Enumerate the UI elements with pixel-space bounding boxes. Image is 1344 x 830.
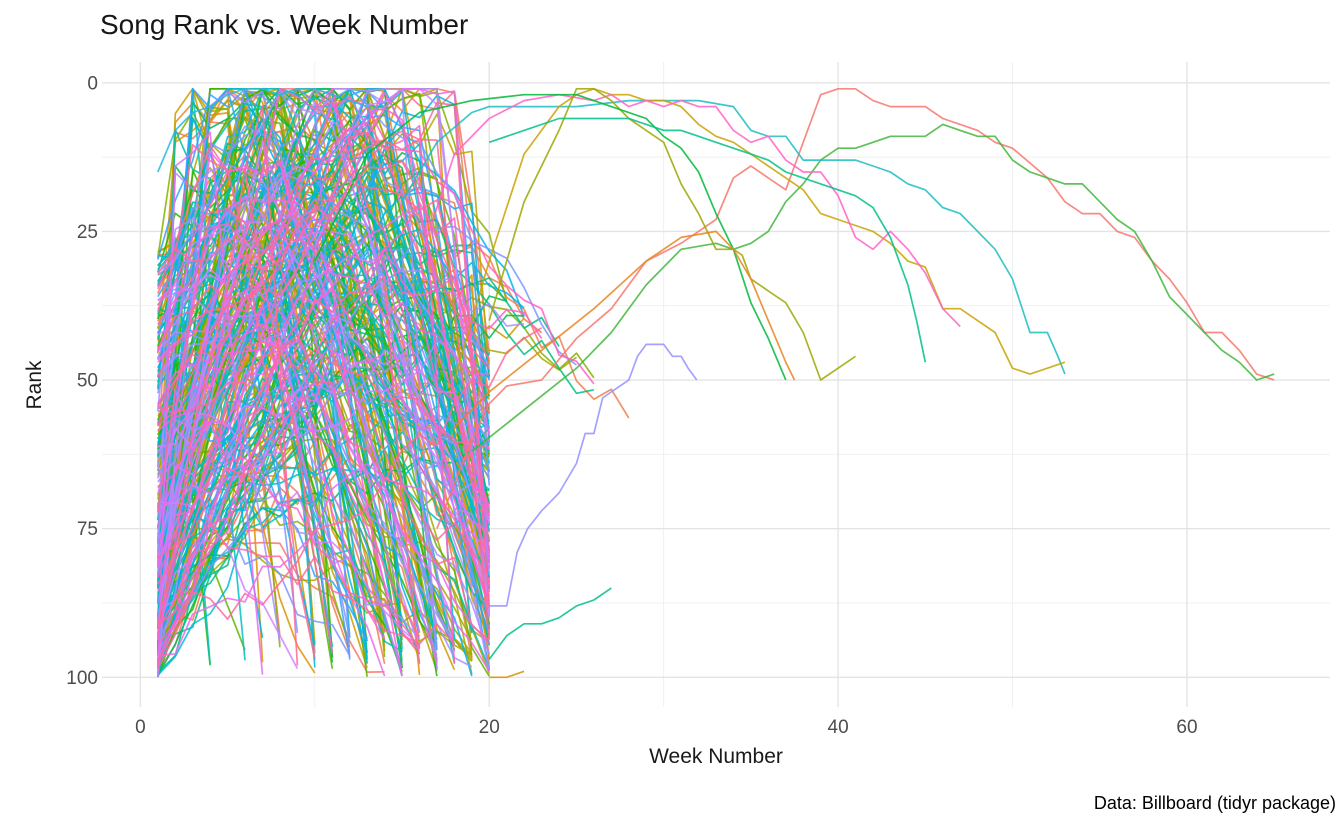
song-trajectory-line xyxy=(156,87,490,400)
song-trajectory-line xyxy=(157,87,491,619)
song-trajectory-line-gold-bottom-tail xyxy=(489,670,525,679)
song-trajectory-line xyxy=(157,288,403,677)
x-tick-label: 0 xyxy=(135,717,146,738)
song-trajectory-line xyxy=(157,210,421,633)
song-trajectory-line-seagreen-mid-run xyxy=(488,117,927,363)
song-trajectory-line xyxy=(157,159,490,602)
song-trajectory-line xyxy=(157,522,456,645)
song-trajectory-line xyxy=(157,183,491,415)
song-trajectory-line xyxy=(157,353,490,597)
song-trajectory-line xyxy=(157,87,508,306)
song-trajectory-line xyxy=(156,131,264,675)
song-trajectory-line xyxy=(156,254,490,672)
song-trajectory-line-pink-long-run xyxy=(418,93,961,328)
song-trajectory-line xyxy=(157,160,490,408)
y-axis-title: Rank xyxy=(23,360,46,410)
song-trajectory-line xyxy=(157,338,421,652)
y-tick-label: 50 xyxy=(77,371,98,392)
x-tick-label: 60 xyxy=(1176,717,1197,738)
song-trajectory-line xyxy=(157,201,491,630)
song-trajectory-line xyxy=(157,87,491,574)
song-trajectory-line xyxy=(156,105,299,666)
song-trajectory-line xyxy=(156,143,334,653)
song-trajectory-line-gold-long-run xyxy=(453,87,1066,381)
chart-title: Song Rank vs. Week Number xyxy=(100,9,469,40)
song-trajectory-line-periwinkle-late-riser xyxy=(489,343,698,607)
song-trajectory-line xyxy=(157,380,490,580)
song-trajectory-line xyxy=(157,146,491,636)
song-trajectory-line xyxy=(157,275,421,665)
song-trajectory-line xyxy=(156,126,490,617)
song-trajectory-line xyxy=(157,107,491,646)
song-trajectory-line xyxy=(157,348,490,669)
x-tick-label: 40 xyxy=(828,717,849,738)
song-trajectory-line xyxy=(157,131,490,413)
song-trajectory-line xyxy=(157,327,543,665)
song-trajectory-line xyxy=(156,87,491,639)
chart-caption: Data: Billboard (tidyr package) xyxy=(1093,793,1336,813)
song-trajectory-line xyxy=(156,150,438,664)
y-tick-label: 0 xyxy=(87,73,98,94)
song-trajectory-line-seagreen-low-tail xyxy=(488,587,612,660)
song-trajectory-line xyxy=(157,125,490,478)
song-trajectory-line xyxy=(156,87,491,569)
song-trajectory-line xyxy=(156,97,490,634)
song-trajectory-line-olive-run xyxy=(488,87,856,381)
song-trajectory-line xyxy=(157,102,491,588)
x-tick-label: 20 xyxy=(479,717,500,738)
song-trajectory-line-orange-mid-run xyxy=(453,230,796,429)
song-trajectory-line xyxy=(157,242,543,661)
song-trajectory-line-salmon-longest-run xyxy=(436,87,1275,530)
y-tick-label: 100 xyxy=(66,668,98,689)
song-trajectory-line xyxy=(156,207,490,641)
y-tick-label: 25 xyxy=(77,222,98,243)
song-trajectory-line xyxy=(157,96,473,633)
song-trajectory-line xyxy=(156,483,351,657)
song-trajectory-line xyxy=(157,463,490,657)
song-trajectory-line xyxy=(157,138,491,640)
song-trajectory-line xyxy=(157,334,421,638)
song-trajectory-line xyxy=(157,144,316,659)
y-tick-label: 75 xyxy=(77,519,98,540)
song-trajectory-line-teal-long-run xyxy=(401,99,1066,375)
song-trajectory-line xyxy=(157,124,456,664)
song-trajectory-line-green-longest-run xyxy=(471,123,1275,453)
song-trajectory-line-cyan-early-hit xyxy=(157,87,368,173)
x-axis-title: Week Number xyxy=(649,745,783,768)
song-trajectory-line xyxy=(157,101,490,578)
song-trajectory-line xyxy=(157,121,595,385)
song-trajectory-line xyxy=(156,87,490,366)
